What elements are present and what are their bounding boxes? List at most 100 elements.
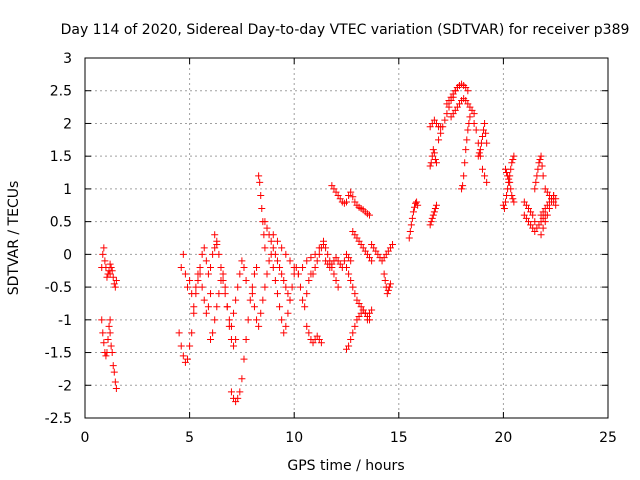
data-point xyxy=(463,136,471,144)
data-point xyxy=(408,214,416,222)
x-tick-label: 25 xyxy=(599,430,617,446)
data-point xyxy=(194,277,202,285)
series-arc-c2 xyxy=(248,250,286,330)
data-point xyxy=(343,198,350,206)
data-point xyxy=(106,329,114,337)
y-tick-label: 1 xyxy=(63,182,72,198)
data-point xyxy=(476,146,484,154)
data-point xyxy=(240,355,248,363)
data-point xyxy=(322,244,330,252)
data-point xyxy=(261,283,269,291)
data-point xyxy=(507,185,515,193)
series-arc-d3 xyxy=(328,182,374,219)
data-point xyxy=(315,250,323,258)
y-tick-label: 1.5 xyxy=(50,149,72,165)
data-point xyxy=(288,283,296,291)
data-point xyxy=(472,126,480,134)
data-point xyxy=(221,290,229,298)
data-point xyxy=(217,263,225,271)
series-arc-c4 xyxy=(280,263,315,337)
data-point xyxy=(186,342,194,350)
series-arc-c1 xyxy=(255,172,269,252)
data-point xyxy=(347,335,355,343)
series-arc-c3 xyxy=(261,218,294,304)
data-point xyxy=(305,277,313,285)
data-point xyxy=(177,342,185,350)
data-point xyxy=(406,227,414,235)
data-point xyxy=(462,146,470,154)
x-tick-label: 15 xyxy=(390,430,408,446)
data-point xyxy=(106,316,114,324)
data-point xyxy=(269,244,277,252)
data-point xyxy=(108,349,116,357)
data-point xyxy=(311,263,319,271)
data-point xyxy=(184,355,192,363)
series-arc-d4 xyxy=(343,263,376,321)
series-arc-i6 xyxy=(537,191,558,219)
data-point xyxy=(255,322,263,330)
data-point xyxy=(501,165,509,173)
data-point xyxy=(470,110,478,118)
data-point xyxy=(343,263,350,271)
data-point xyxy=(532,178,540,186)
data-point xyxy=(510,198,518,206)
series-arc-b5 xyxy=(227,263,261,406)
series-arc-i5 xyxy=(520,198,539,226)
data-point xyxy=(109,273,117,281)
data-point xyxy=(207,290,215,298)
data-point xyxy=(430,208,438,216)
data-point xyxy=(458,185,466,193)
data-point xyxy=(386,280,394,288)
data-point xyxy=(347,257,355,265)
data-point xyxy=(504,172,512,180)
data-point xyxy=(181,270,189,278)
data-point xyxy=(202,257,210,265)
data-point xyxy=(257,309,265,317)
data-point xyxy=(98,316,106,324)
series-arc-e2 xyxy=(349,227,376,265)
data-point xyxy=(286,257,294,265)
y-tick-label: 2 xyxy=(63,116,72,132)
y-tick-labels: -2.5 -2 -1.5 -1 -0.5 0 0.5 1 1.5 2 2.5 3 xyxy=(45,51,72,427)
data-point xyxy=(273,290,281,298)
data-point xyxy=(330,270,338,278)
series-arc-d1 xyxy=(309,241,342,291)
data-point xyxy=(263,270,271,278)
data-point xyxy=(349,283,357,291)
data-point xyxy=(368,306,376,314)
data-point xyxy=(366,316,374,324)
data-point xyxy=(177,263,185,271)
data-point xyxy=(464,126,472,134)
x-axis-label: GPS time / hours xyxy=(287,458,404,474)
data-point xyxy=(111,283,119,291)
data-point xyxy=(429,146,437,154)
data-point xyxy=(501,198,509,206)
series-arc-b4 xyxy=(211,231,250,330)
data-point xyxy=(299,296,307,304)
chart-title: Day 114 of 2020, Sidereal Day-to-day VTE… xyxy=(61,22,630,38)
data-point xyxy=(483,139,491,147)
data-point xyxy=(535,159,543,167)
data-point xyxy=(349,329,357,337)
series-arc-g4 xyxy=(458,113,474,193)
data-point xyxy=(278,270,286,278)
data-point xyxy=(246,296,254,304)
series-arc-b2 xyxy=(177,241,221,311)
grid-lines xyxy=(84,57,609,419)
data-point xyxy=(240,263,248,271)
data-point xyxy=(431,205,439,213)
data-point xyxy=(284,290,292,298)
plot-frame xyxy=(84,57,609,419)
series-arc-a1 xyxy=(98,244,114,281)
data-point xyxy=(256,178,264,186)
data-point xyxy=(200,296,208,304)
data-point xyxy=(539,172,547,180)
data-point xyxy=(112,385,120,393)
y-axis-label: SDTVAR / TECUs xyxy=(6,181,22,296)
data-point xyxy=(286,296,294,304)
x-tick-label: 20 xyxy=(494,430,512,446)
data-point xyxy=(552,201,560,209)
data-point xyxy=(533,172,541,180)
data-point xyxy=(209,329,217,337)
